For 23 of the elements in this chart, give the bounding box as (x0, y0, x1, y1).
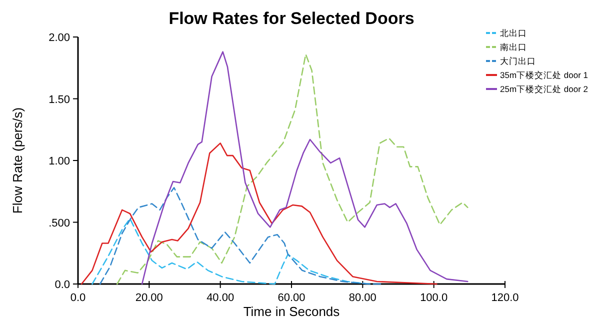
y-tick-label: 1.50 (48, 94, 70, 106)
y-axis-title: Flow Rate (pers/s) (10, 107, 25, 214)
x-tick-label: 20.00 (135, 292, 163, 304)
legend-label: 大门出口 (500, 56, 536, 66)
legend-label: 南出口 (500, 42, 527, 52)
legend-label: 北出口 (500, 28, 527, 38)
legend-label: 25m下楼交汇处 door 2 (500, 84, 588, 94)
y-tick-label: 2.00 (48, 32, 70, 44)
y-tick-label: 0.0 (54, 279, 70, 291)
x-tick-label: 100.0 (420, 292, 448, 304)
y-tick-label: .500 (48, 217, 70, 230)
line-series (92, 218, 370, 285)
x-axis-title: Time in Seconds (243, 304, 340, 319)
legend-label: 35m下楼交汇处 door 1 (500, 70, 588, 80)
x-tick-label: 60.00 (278, 292, 306, 304)
chart-title: Flow Rates for Selected Doors (168, 9, 414, 28)
x-tick-label: 80.00 (348, 292, 376, 304)
line-series (99, 187, 382, 285)
x-tick-label: 0.0 (70, 292, 86, 304)
x-tick-label: 40.00 (206, 292, 234, 304)
x-tick-label: 120.0 (491, 292, 519, 304)
line-series (80, 142, 438, 285)
y-tick-label: 1.00 (48, 156, 70, 168)
